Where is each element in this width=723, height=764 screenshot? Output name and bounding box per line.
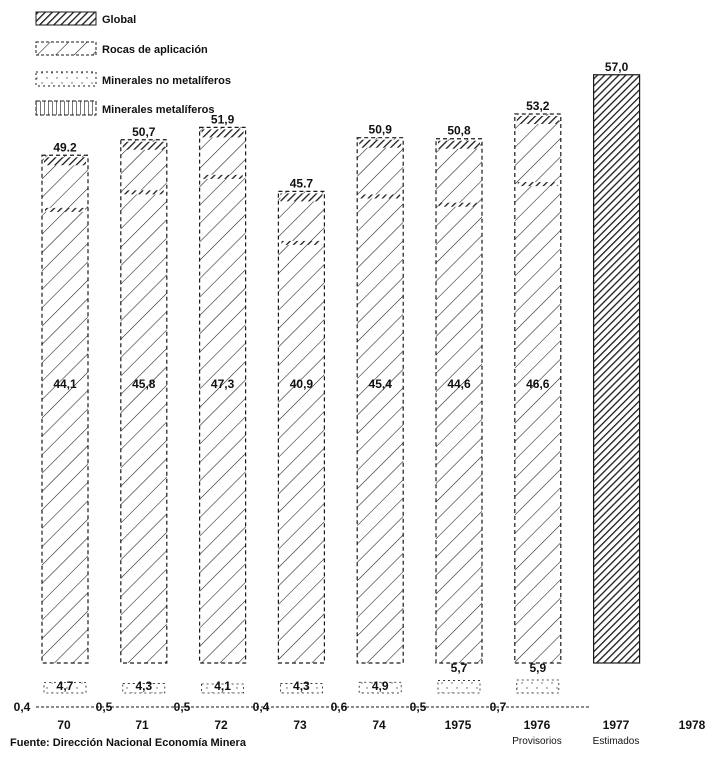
value-labels: 49.2 44,1 4,7 50,7 45,8 4,3 51,9 47,3 4,1 45.7 40,…: [14, 60, 629, 714]
bar-global: [120, 139, 168, 664]
value-label-metaliferos: 0,5: [174, 700, 191, 714]
value-label-metaliferos: 0,5: [96, 700, 113, 714]
value-label-no-metaliferos: 5,9: [529, 661, 546, 675]
bar-global: [199, 126, 247, 664]
legend-swatch-global: [35, 11, 97, 26]
bar-no-metaliferos: [201, 683, 245, 694]
x-tick-label: 70: [57, 718, 71, 732]
bar-no-metaliferos: [279, 683, 323, 694]
value-label-rocas: 45,8: [132, 377, 156, 391]
value-label-metaliferos: 0,7: [490, 700, 507, 714]
value-label-no-metaliferos: 5,7: [451, 661, 468, 675]
legend-swatch-no-metaliferos: [35, 71, 97, 87]
x-tick-label: 1977: [603, 718, 630, 732]
bar-global-cap: [359, 139, 402, 148]
bar-global-cap: [44, 157, 86, 166]
bar-global-cap: [438, 140, 480, 149]
value-label-rocas: 47,3: [211, 377, 235, 391]
value-label-global: 57,0: [605, 60, 629, 74]
value-label-no-metaliferos: 4,7: [57, 679, 74, 693]
bar-global: [514, 113, 562, 664]
x-tick-label: 1976: [524, 718, 551, 732]
x-tick-label: 72: [214, 718, 228, 732]
bar-no-metaliferos: [122, 683, 166, 694]
value-label-global: 45.7: [290, 176, 314, 190]
legend-label-no-metaliferos: Minerales no metalíferos: [102, 75, 231, 87]
value-label-no-metaliferos: 4,3: [135, 679, 152, 693]
value-label-rocas: 44,6: [447, 377, 471, 391]
legend-swatch-rocas: [35, 41, 97, 56]
value-label-global: 51,9: [211, 112, 235, 126]
value-label-no-metaliferos: 4,9: [372, 679, 389, 693]
x-tick-label: 71: [135, 718, 149, 732]
x-axis: 70 71 72 73 74 1975 1976 1977 1978 Provisorios Est…: [57, 718, 705, 747]
value-label-global: 50,9: [369, 123, 393, 137]
legend-item-rocas: Rocas de aplicación: [35, 41, 208, 56]
value-label-no-metaliferos: 4,1: [214, 679, 231, 693]
bar-rocas-top: [439, 202, 479, 207]
x-tick-note: Provisorios: [512, 736, 561, 747]
bar-no-metaliferos: [43, 682, 87, 694]
value-label-rocas: 40,9: [290, 377, 314, 391]
bar-global-cap: [516, 115, 559, 124]
bar-global: [41, 154, 89, 664]
source-note: Fuente: Dirección Nacional Economía Mine…: [10, 737, 246, 749]
bar-rocas-top: [360, 194, 401, 199]
value-label-rocas: 45,4: [369, 377, 393, 391]
legend-item-no-metaliferos: Minerales no metalíferos: [35, 71, 231, 87]
bar-rocas-top: [123, 190, 164, 195]
bar-rocas-top: [45, 207, 85, 212]
bar-global: [356, 137, 404, 664]
x-tick-label: 74: [372, 718, 386, 732]
value-label-rocas: 46,6: [526, 377, 550, 391]
value-label-no-metaliferos: 4,3: [293, 679, 310, 693]
x-tick-label: 1978: [679, 718, 706, 732]
bar-global: [277, 190, 325, 664]
x-tick-label: 73: [293, 718, 307, 732]
x-tick-note: Estimados: [593, 736, 640, 747]
value-label-global: 49.2: [53, 140, 77, 154]
bar-global-cap: [122, 141, 165, 150]
bar-no-metaliferos: [516, 679, 560, 694]
legend-label-global: Global: [102, 14, 136, 26]
value-label-rocas: 44,1: [53, 377, 77, 391]
value-label-metaliferos: 0,6: [331, 700, 348, 714]
bar-rocas-top: [517, 182, 558, 187]
legend-label-rocas: Rocas de aplicación: [102, 44, 208, 56]
value-label-global: 53,2: [526, 99, 550, 113]
bar-no-metaliferos: [358, 681, 402, 694]
x-tick-label: 1975: [445, 718, 472, 732]
bar-rocas-top: [281, 240, 322, 245]
bar-global-cap: [201, 129, 244, 138]
legend: Global Rocas de aplicación Minerales no …: [35, 11, 231, 116]
value-label-metaliferos: 0,4: [253, 700, 270, 714]
legend-swatch-metaliferos: [35, 100, 97, 116]
legend-item-metaliferos: Minerales metalíferos: [35, 100, 215, 116]
legend-label-metaliferos: Minerales metalíferos: [102, 104, 215, 116]
bar-no-metaliferos: [437, 680, 481, 694]
value-label-global: 50,8: [447, 124, 471, 138]
bar-global: [435, 138, 483, 664]
bar-global: [592, 74, 641, 664]
value-label-metaliferos: 0,5: [410, 700, 427, 714]
bar-global-cap: [280, 193, 323, 202]
value-label-metaliferos: 0,4: [14, 700, 31, 714]
bar-rocas-top: [202, 174, 243, 179]
value-label-global: 50,7: [132, 125, 156, 139]
legend-item-global: Global: [35, 11, 136, 26]
bars: [36, 74, 641, 708]
